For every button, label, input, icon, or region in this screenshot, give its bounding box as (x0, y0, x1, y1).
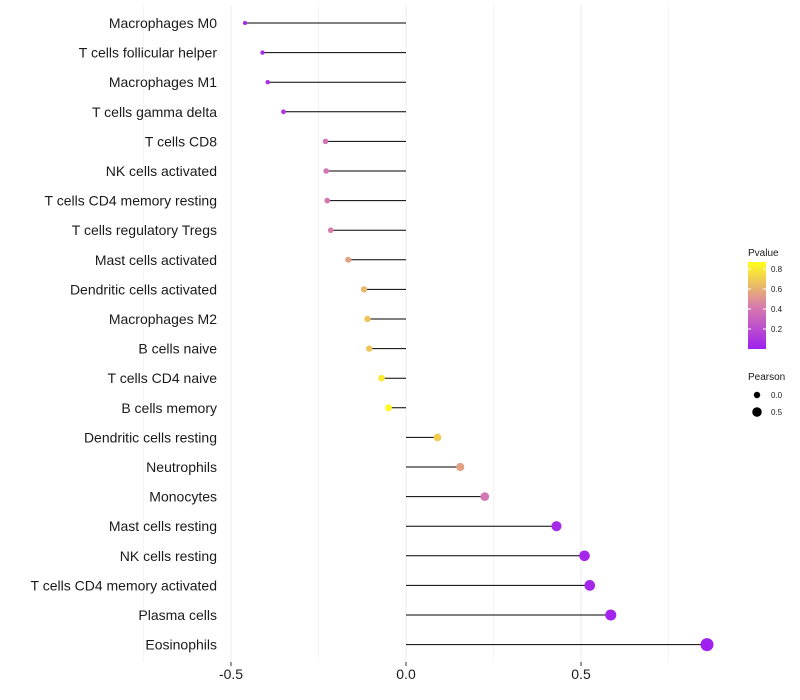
lollipop-point (456, 462, 465, 472)
category-label: Eosinophils (145, 637, 217, 653)
category-label: Plasma cells (138, 607, 217, 623)
pvalue-legend: Pvalue 0.8 0.6 0.4 0.2 (748, 248, 783, 349)
stem-layer (245, 22, 707, 646)
colorbar-tick-label: 0.6 (771, 285, 783, 294)
lollipop-point (605, 609, 617, 621)
category-label: Monocytes (149, 489, 217, 505)
category-label: Mast cells activated (95, 252, 217, 268)
x-tick-label: 0.5 (571, 666, 591, 682)
category-label: T cells CD4 memory resting (45, 193, 217, 209)
pearson-legend-label: 0.5 (771, 408, 783, 417)
category-label: Dendritic cells activated (70, 281, 217, 297)
lollipop-point (364, 315, 371, 323)
lollipop-point (345, 256, 352, 263)
pearson-legend-title: Pearson (748, 372, 785, 383)
category-label: Macrophages M0 (109, 15, 217, 31)
lollipop-point (366, 345, 373, 352)
lollipop-point (378, 374, 385, 382)
category-label: T cells follicular helper (79, 45, 218, 61)
category-label: T cells CD4 naive (108, 370, 218, 386)
colorbar-tick-label: 0.8 (771, 265, 783, 274)
lollipop-point (551, 521, 562, 532)
lollipop-point (322, 138, 329, 145)
lollipop-point (324, 197, 331, 204)
lollipop-point (243, 21, 247, 25)
category-label: Macrophages M2 (109, 311, 217, 327)
pearson-legend-key (752, 407, 762, 417)
category-label: B cells naive (138, 341, 217, 357)
category-label: Mast cells resting (109, 518, 217, 534)
category-label: Neutrophils (146, 459, 217, 475)
x-axis: -0.5 0.0 0.5 (219, 662, 591, 682)
lollipop-point (260, 50, 265, 55)
pvalue-legend-title: Pvalue (748, 248, 779, 259)
category-label: T cells CD4 memory activated (31, 577, 217, 593)
lollipop-point (433, 433, 442, 442)
lollipop-point (327, 227, 334, 234)
category-label: Macrophages M1 (109, 74, 217, 90)
category-label: T cells gamma delta (92, 104, 217, 120)
lollipop-point (281, 109, 286, 115)
x-tick-label: -0.5 (219, 666, 243, 682)
category-axis: Macrophages M0 T cells follicular helper M… (31, 15, 218, 653)
lollipop-point (323, 168, 329, 174)
lollipop-point (700, 638, 714, 652)
lollipop-point (385, 404, 392, 412)
lollipop-point (579, 550, 590, 562)
category-label: T cells CD8 (145, 133, 217, 149)
pvalue-colorbar (748, 262, 766, 349)
pearson-legend-label: 0.0 (771, 391, 783, 400)
colorbar-tick-label: 0.2 (771, 325, 783, 334)
lollipop-point (584, 580, 596, 591)
lollipop-point (265, 79, 270, 85)
colorbar-tick-label: 0.4 (771, 305, 783, 314)
point-layer (243, 21, 714, 652)
grid-layer (143, 5, 669, 662)
category-label: NK cells resting (120, 548, 217, 564)
lollipop-point (480, 492, 490, 501)
pearson-legend-key (753, 391, 761, 399)
category-label: NK cells activated (106, 163, 217, 179)
lollipop-point (360, 286, 368, 293)
x-tick-label: 0.0 (396, 666, 416, 682)
category-label: B cells memory (121, 400, 217, 416)
category-label: Dendritic cells resting (84, 429, 217, 445)
pearson-legend: Pearson 0.0 0.5 (748, 372, 785, 417)
category-label: T cells regulatory Tregs (72, 222, 217, 238)
